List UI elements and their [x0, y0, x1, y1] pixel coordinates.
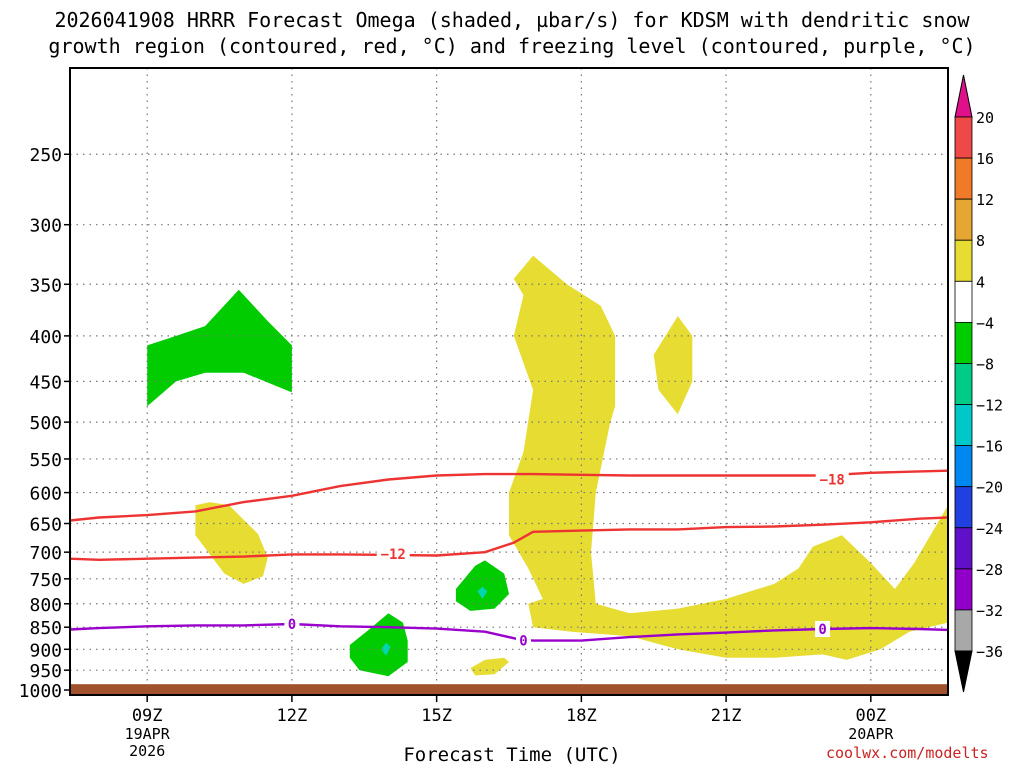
omega-pos-yellow-2: [509, 255, 948, 660]
omega-neg-green-2: [455, 560, 509, 611]
y-tick-label-450: 450: [29, 372, 62, 393]
y-tick-label-600: 600: [29, 484, 62, 505]
y-tick-label-250: 250: [29, 145, 62, 166]
colorbar-label-13: −36: [976, 643, 1003, 661]
freezing-level-0-label-bg-2: [815, 621, 831, 638]
y-tick-label-400: 400: [29, 327, 62, 348]
x-axis-label: Forecast Time (UTC): [403, 744, 621, 766]
colorbar-bin-10: [954, 527, 973, 570]
dgz-minus-12-label-bg-0: [376, 545, 410, 562]
shaded-regions: [147, 255, 948, 677]
omega-pos-yellow-1: [195, 502, 268, 584]
x-tick-label-09Z: 09Z: [132, 706, 163, 726]
x-tick-label-18Z: 18Z: [566, 706, 597, 726]
colorbar-bin-2: [954, 198, 973, 241]
dgz-minus-12-label-0: −12: [381, 547, 406, 563]
dgz-minus-18-line: [70, 469, 948, 522]
y-tick-label-350: 350: [29, 275, 62, 296]
colorbar-label-7: −12: [976, 397, 1003, 415]
colorbar-bin-5: [954, 321, 973, 364]
dgz-minus-12-line: [70, 516, 948, 561]
colorbar-bin-9: [954, 486, 973, 529]
freezing-level-0-label-0: 0: [288, 617, 296, 633]
x-tick-sublabel-09Z-1: 2026: [129, 742, 165, 760]
omega-neg-cyan-1: [477, 586, 488, 599]
y-tick-label-850: 850: [29, 618, 62, 639]
colorbar-bin-6: [954, 363, 973, 405]
omega-pos-yellow-4: [470, 657, 509, 676]
credit-link[interactable]: coolwx.com/modelts: [826, 744, 989, 762]
contour-lines: −18 −12 0 0 0: [70, 469, 948, 650]
omega-neg-cyan-2: [381, 642, 391, 656]
colorbar-bin-12: [954, 609, 973, 652]
colorbar-bottom-arrow: [954, 650, 973, 693]
freezing-level-0-label-bg-0: [284, 616, 300, 633]
freezing-level-0-label-bg-1: [515, 632, 531, 649]
x-tick-sublabel-00Z-0: 20APR: [848, 725, 894, 743]
y-tick-label-950: 950: [29, 661, 62, 682]
y-tick-label-800: 800: [29, 595, 62, 616]
colorbar-label-3: 8: [976, 232, 985, 250]
colorbar-label-5: −4: [976, 314, 994, 332]
colorbar-label-0: 20: [976, 109, 994, 127]
y-tick-label-1000: 1000: [19, 681, 62, 702]
colorbar-label-4: 4: [976, 273, 985, 291]
y-tick-label-750: 750: [29, 570, 62, 591]
freezing-level-0-label-2: 0: [818, 622, 826, 638]
colorbar-label-8: −16: [976, 438, 1003, 456]
omega-pos-yellow-3: [653, 316, 693, 415]
y-tick-label-550: 550: [29, 450, 62, 471]
dgz-minus-18-label-bg-0: [815, 471, 849, 488]
colorbar-bin-3: [954, 239, 973, 282]
colorbar-label-1: 16: [976, 150, 994, 168]
x-tick-label-12Z: 12Z: [277, 706, 308, 726]
colorbar-top-arrow: [954, 74, 973, 118]
colorbar-bin-4: [954, 280, 973, 323]
chart-title-line2: growth region (contoured, red, °C) and f…: [48, 34, 976, 58]
colorbar-label-10: −24: [976, 520, 1003, 538]
colorbar-bin-7: [954, 404, 973, 447]
colorbar-bin-8: [954, 445, 973, 488]
colorbar-bin-1: [954, 157, 973, 200]
colorbar-bin-11: [954, 568, 973, 611]
ground-layer: [70, 684, 948, 695]
y-tick-label-650: 650: [29, 515, 62, 536]
y-axis: 2503003504004505005506006507007508008509…: [19, 145, 70, 702]
colorbar-label-2: 12: [976, 191, 994, 209]
omega-neg-green-1: [147, 289, 292, 407]
freezing-level-0-label-1: 0: [519, 634, 527, 650]
x-tick-sublabel-09Z-0: 19APR: [125, 725, 171, 743]
x-tick-label-21Z: 21Z: [711, 706, 742, 726]
y-tick-label-300: 300: [29, 216, 62, 237]
y-tick-label-500: 500: [29, 413, 62, 434]
y-tick-label-700: 700: [29, 543, 62, 564]
colorbar-label-6: −8: [976, 355, 994, 373]
chart-title-line1: 2026041908 HRRR Forecast Omega (shaded, …: [54, 8, 970, 32]
ground-band: [70, 684, 948, 695]
omega-neg-green-3: [349, 613, 408, 677]
colorbar-label-9: −20: [976, 479, 1003, 497]
x-tick-label-00Z: 00Z: [855, 706, 886, 726]
colorbar-label-12: −32: [976, 602, 1003, 620]
colorbar-bin-0: [954, 116, 973, 159]
colorbar: 20 16 12 8 4 −4 −8 −12 −16 −20 −24 −28 −32 −36: [954, 74, 1003, 693]
colorbar-label-11: −28: [976, 561, 1003, 579]
x-tick-label-15Z: 15Z: [421, 706, 452, 726]
dgz-minus-18-label-0: −18: [820, 472, 845, 488]
y-tick-label-900: 900: [29, 640, 62, 661]
